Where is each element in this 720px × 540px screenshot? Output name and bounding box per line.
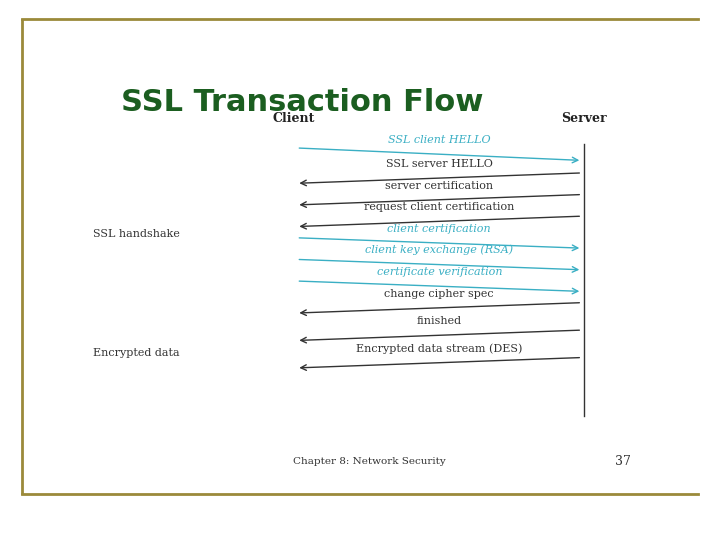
Text: certificate verification: certificate verification [377, 267, 502, 277]
Text: Server: Server [561, 112, 607, 125]
Text: client certification: client certification [387, 224, 491, 234]
Text: finished: finished [417, 316, 462, 326]
Text: Encrypted data stream (DES): Encrypted data stream (DES) [356, 343, 523, 354]
Text: SSL handshake: SSL handshake [93, 228, 180, 239]
Text: SSL server HELLO: SSL server HELLO [386, 159, 492, 169]
Text: Client: Client [272, 112, 315, 125]
Text: client key exchange (RSA): client key exchange (RSA) [365, 245, 513, 255]
Text: request client certification: request client certification [364, 202, 515, 212]
Text: Chapter 8: Network Security: Chapter 8: Network Security [292, 457, 446, 467]
Text: 37: 37 [616, 455, 631, 468]
Text: Encrypted data: Encrypted data [93, 348, 179, 359]
Text: SSL client HELLO: SSL client HELLO [388, 135, 490, 145]
Text: server certification: server certification [385, 180, 493, 191]
Text: change cipher spec: change cipher spec [384, 289, 494, 299]
Text: SSL Transaction Flow: SSL Transaction Flow [121, 87, 483, 117]
